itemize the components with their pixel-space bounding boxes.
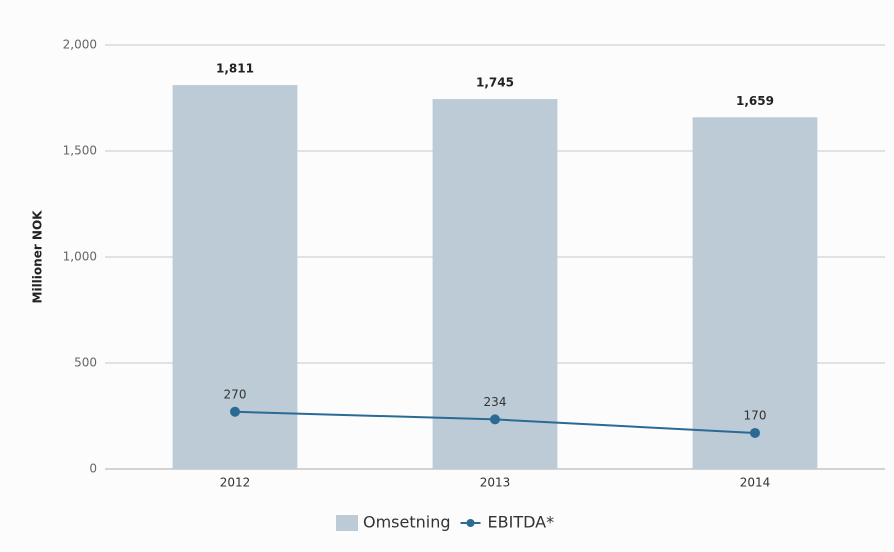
y-tick-label: 1,000 [63,250,97,264]
bar [172,85,298,470]
legend-label: Omsetning [363,513,451,532]
point [230,406,240,417]
legend-swatch [466,519,475,527]
x-tick-label: 2012 [220,476,251,490]
data-label: 1,745 [476,76,514,90]
y-tick-label: 500 [74,356,97,370]
y-tick-label: 2,000 [63,38,97,52]
point [490,414,500,425]
x-tick-label: 2014 [740,476,771,490]
data-label: 170 [744,408,767,422]
bar [692,117,818,470]
legend-label: EBITDA* [488,513,555,532]
x-tick-label: 2013 [480,476,511,490]
data-label: 234 [484,395,507,409]
data-label: 1,811 [216,62,254,76]
data-label: 270 [224,387,247,401]
data-label: 1,659 [736,94,774,108]
y-tick-label: 1,500 [63,144,97,158]
legend: Omsetning EBITDA* [336,513,554,532]
point [750,427,760,438]
y-tick-label: 0 [89,462,97,476]
bar [432,99,558,469]
legend-swatch [336,515,358,531]
y-axis-label: Millioner NOK [31,210,45,304]
